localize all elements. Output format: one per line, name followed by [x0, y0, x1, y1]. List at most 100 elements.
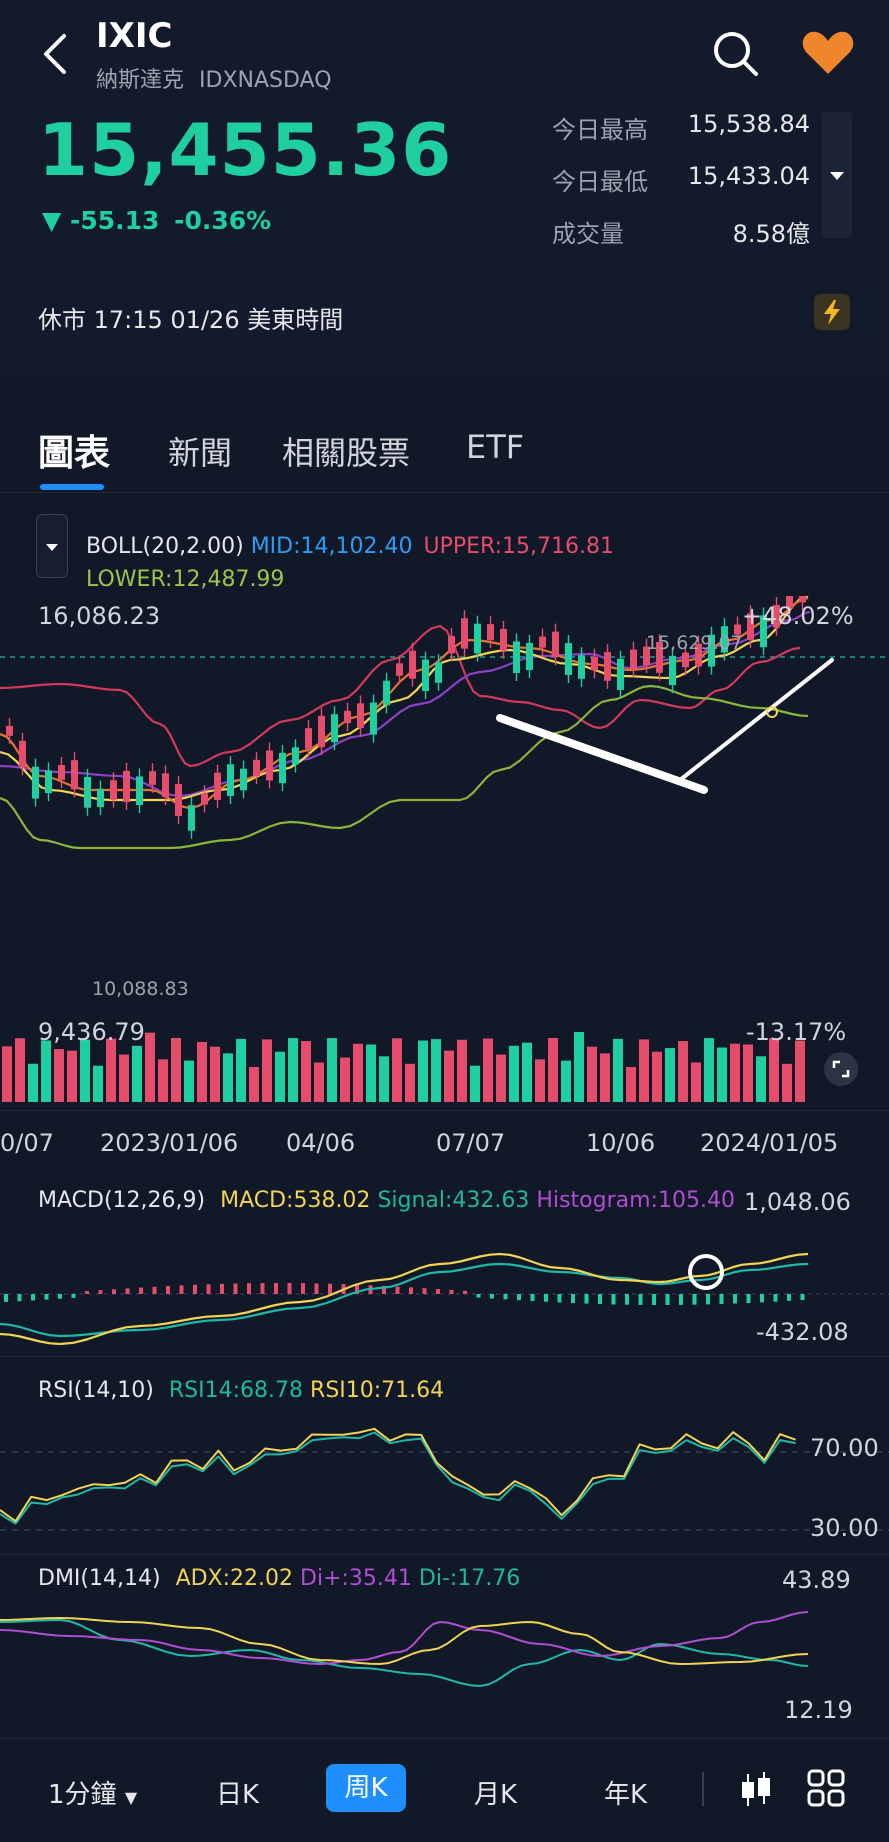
boll-title: BOLL(20,2.00) [86, 534, 244, 559]
candle-body [565, 643, 572, 675]
volume-bar [327, 1038, 337, 1102]
rsi-panel[interactable] [0, 1400, 889, 1550]
pct-low-label: -13.17% [746, 1018, 847, 1046]
tab-news[interactable]: 新聞 [168, 434, 233, 472]
back-button[interactable] [36, 28, 76, 80]
volume-bar [353, 1043, 363, 1102]
price-chart[interactable] [0, 565, 889, 1102]
chart-type-button[interactable] [736, 1766, 776, 1814]
favorite-button[interactable] [800, 28, 856, 78]
period-year[interactable]: 年K [604, 1780, 648, 1810]
period-day[interactable]: 日K [216, 1780, 260, 1810]
down-arrow-icon: ▼ [42, 206, 62, 235]
volume-bar [652, 1051, 662, 1102]
histogram-bar [139, 1287, 143, 1294]
expand-stats-button[interactable] [822, 112, 852, 238]
tabs-divider [0, 492, 889, 493]
volume-bar [54, 1049, 64, 1102]
candle-body [708, 634, 715, 667]
grid-button[interactable] [806, 1768, 846, 1808]
histogram-bar [571, 1294, 575, 1304]
volume-bar [392, 1038, 402, 1102]
volume-bar [184, 1060, 194, 1102]
stat-high: 今日最高 15,538.84 [552, 110, 810, 162]
pct-high-label: +48.02% [742, 602, 854, 630]
candle-body [136, 776, 143, 806]
flash-button[interactable] [814, 294, 850, 330]
candle-body [747, 613, 754, 640]
axis-high-label: 16,086.23 [38, 602, 161, 630]
rsi10-line [0, 1427, 796, 1523]
candlestick-icon [742, 1772, 770, 1806]
volume-bar [717, 1047, 727, 1102]
fullscreen-button[interactable] [824, 1052, 858, 1086]
candle-body [253, 759, 260, 776]
dmi-panel[interactable] [0, 1600, 889, 1720]
lightning-icon [824, 300, 840, 325]
tab-related-stocks[interactable]: 相關股票 [282, 434, 411, 472]
volume-bar [67, 1050, 77, 1102]
dmi-panel-divider [0, 1554, 889, 1555]
tab-chart[interactable]: 圖表 [38, 433, 111, 474]
candle-body [279, 752, 286, 784]
date-label: 2023/01/06 [100, 1129, 239, 1157]
candle-body [578, 655, 585, 679]
macd-max-label: 1,048.06 [744, 1188, 851, 1216]
candle-body [695, 643, 702, 667]
search-button[interactable] [710, 28, 760, 78]
volume-bar [795, 1040, 805, 1102]
volume-bar [626, 1067, 636, 1102]
volume-bar [678, 1041, 688, 1102]
volume-bar [691, 1062, 701, 1102]
candle-body [84, 776, 91, 808]
candle-body [370, 702, 377, 735]
candle-body [682, 652, 689, 668]
boll-upper-line [0, 624, 801, 768]
index-name: 納斯達克 IDXNASDAQ [96, 62, 332, 94]
candle-body [383, 680, 390, 706]
annotation-marker [766, 706, 778, 718]
histogram-bar [17, 1294, 22, 1302]
volume-bar [249, 1067, 259, 1102]
volume-bar [756, 1056, 766, 1102]
histogram-bar [152, 1286, 157, 1294]
stat-low: 今日最低 15,433.04 [552, 162, 810, 214]
tab-etf[interactable]: ETF [466, 428, 525, 466]
histogram-bar [193, 1284, 197, 1294]
volume-bar [743, 1044, 753, 1102]
period-month[interactable]: 月K [474, 1780, 518, 1810]
rsi14-value: RSI14:68.78 [168, 1378, 304, 1403]
chevron-left-icon [44, 34, 66, 74]
histogram-bar [422, 1288, 427, 1294]
histogram-bar [787, 1294, 791, 1301]
indicator-dropdown[interactable] [36, 514, 68, 578]
histogram-bar [247, 1283, 251, 1294]
period-week[interactable]: 周K [326, 1764, 406, 1812]
volume-bar [80, 1039, 90, 1102]
volume-bar [704, 1038, 714, 1102]
dmi-min-label: 12.19 [784, 1696, 853, 1724]
candle-body [539, 636, 546, 648]
candle-body [422, 659, 429, 692]
histogram-bar [4, 1294, 8, 1302]
stat-value: 15,433.04 [687, 162, 810, 190]
histogram-bar [463, 1290, 467, 1294]
caret-down-icon [46, 544, 58, 551]
macd-signal: Signal:432.63 [377, 1188, 530, 1213]
candle-body [448, 636, 455, 654]
date-label: 10/06 [586, 1129, 656, 1157]
candle-body [292, 747, 299, 765]
day-stats: 今日最高 15,538.84 今日最低 15,433.04 成交量 8.58億 [552, 110, 810, 266]
macd-panel[interactable] [0, 1220, 889, 1350]
period-label: 1分鐘 [48, 1780, 117, 1810]
change-value: -55.13 [69, 206, 160, 235]
histogram-bar [625, 1294, 629, 1305]
rsi14-line [0, 1431, 796, 1525]
volume-bar [236, 1038, 246, 1102]
volume-bar [509, 1045, 519, 1102]
macd-value: MACD:538.02 [220, 1188, 371, 1213]
exchange-code: IDXNASDAQ [199, 68, 332, 93]
volume-bar [769, 1038, 779, 1102]
di-plus-line [0, 1611, 809, 1665]
period-1min[interactable]: 1分鐘 ▼ [48, 1774, 137, 1811]
